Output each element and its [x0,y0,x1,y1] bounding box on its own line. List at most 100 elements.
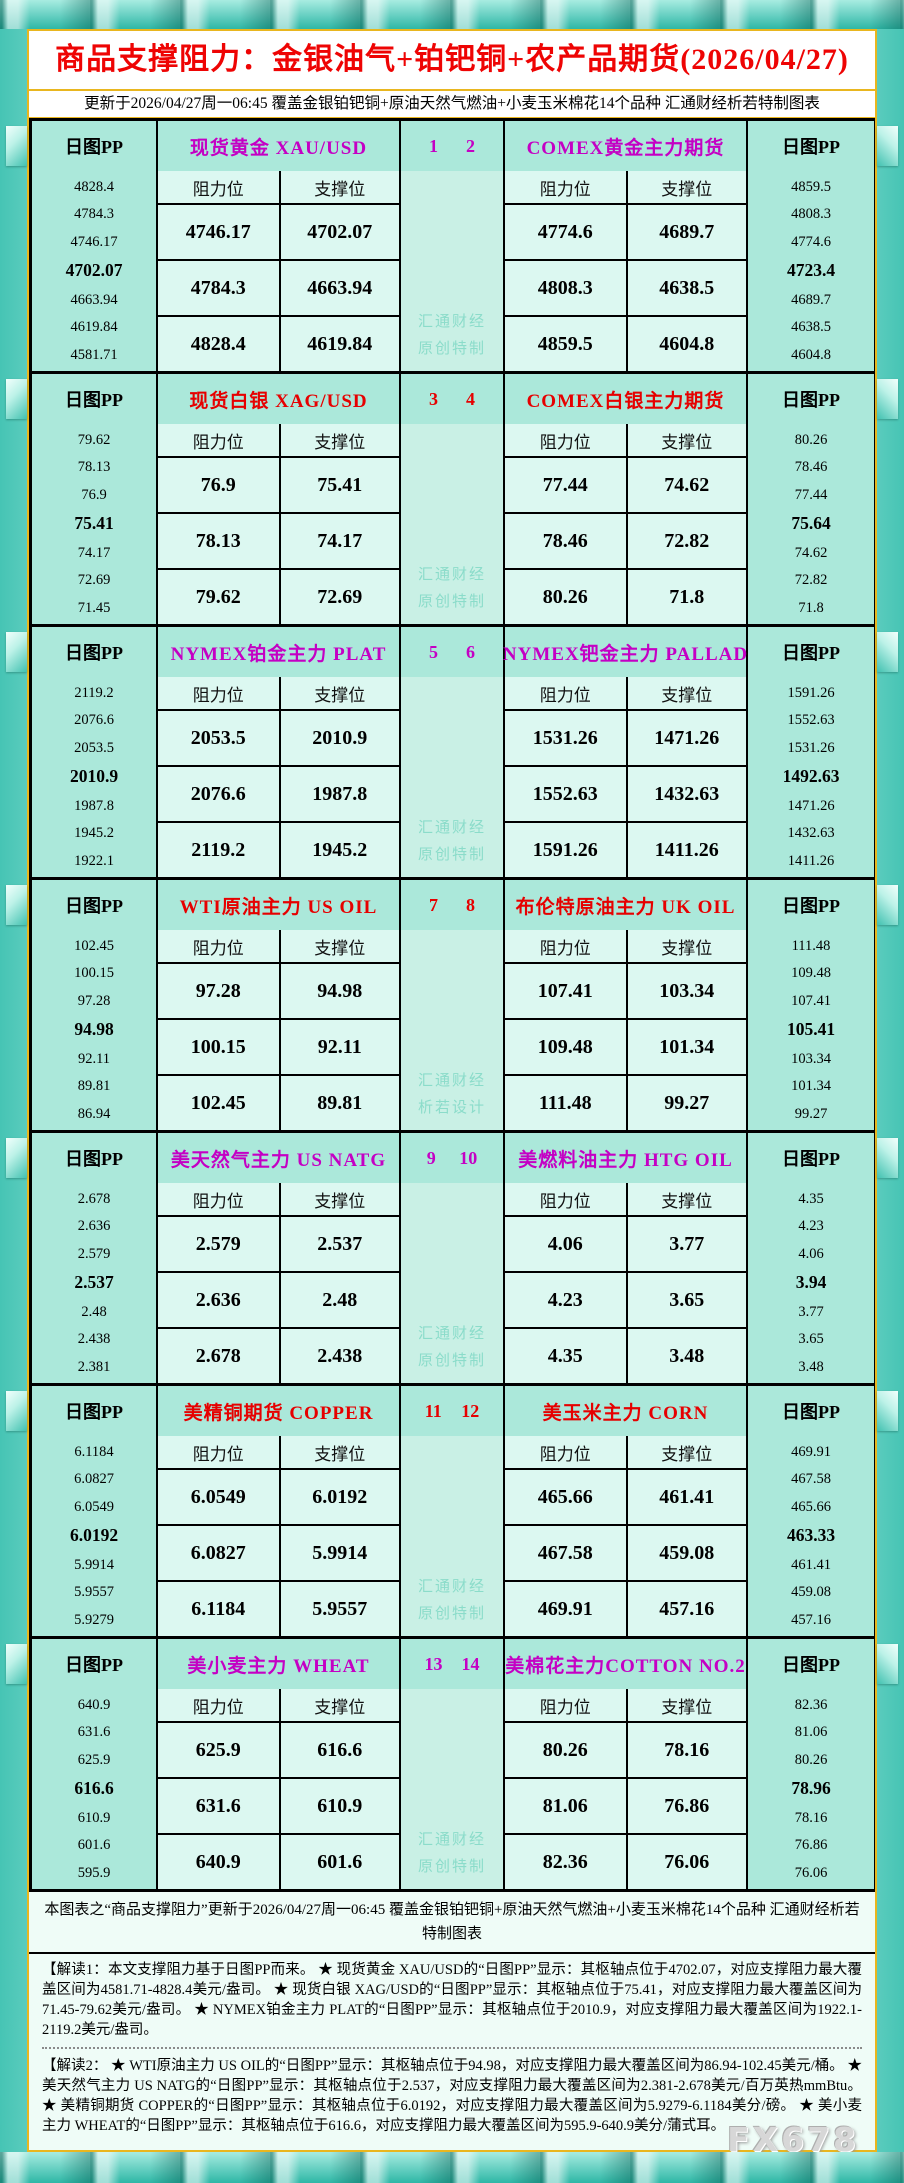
pp-value: 4689.7 [791,291,831,308]
instrument-name-left: WTI原油主力 US OIL [158,880,401,930]
pp-value: 6.0827 [74,1471,114,1488]
support-column-header: 支撑位 [625,424,747,456]
fx678-brand-watermark: FX678 [727,2120,859,2159]
resistance-column-header: 阻力位 [192,938,244,958]
watermark-line-2: 析若设计 [417,1100,486,1116]
levels-table-left: 阻力位 支撑位 2.579 2.537 2.636 2.48 2.678 2.438 [158,1183,401,1383]
pp-value: 81.06 [794,1724,828,1741]
commodity-section: 日图PP 现货黄金 XAU/USD 1 2 COMEX黄金主力期货 日图PP 4828.4 4… [6,121,898,374]
resistance-value: 4.06 [505,1215,626,1271]
pp-value: 1552.63 [787,712,835,729]
support-value: 461.41 [625,1468,746,1524]
watermark-line-1: 汇通财经 [417,820,486,836]
watermark-line-1: 汇通财经 [417,567,486,583]
support-value: 4663.94 [278,259,399,315]
pp-value: 4619.84 [70,319,118,336]
pp-value: 6.1184 [74,1443,114,1460]
support-value: 103.34 [625,962,746,1018]
pp-value: 77.44 [794,486,828,503]
pp-value: 4859.5 [791,178,831,195]
levels-table-right: 阻力位 支撑位 4.06 3.77 4.23 3.65 4.35 3.48 [505,1183,748,1383]
instrument-name-left: 美小麦主力 WHEAT [158,1639,401,1689]
support-value: 5.9914 [278,1524,399,1580]
support-value: 2010.9 [278,709,399,765]
pp-value: 2.678 [77,1190,111,1207]
pp-label-right: 日图PP [748,374,874,424]
pp-label-right: 日图PP [748,1639,874,1689]
commodity-section: 日图PP WTI原油主力 US OIL 7 8 布伦特原油主力 UK OIL 日图PP 10… [6,880,898,1133]
resistance-value: 6.0549 [158,1468,279,1524]
instrument-name-right: NYMEX钯金主力 PALLAD [503,627,748,677]
pp-value: 4.35 [798,1190,824,1207]
pp-value: 2.438 [77,1331,111,1348]
support-value: 601.6 [278,1833,399,1889]
pp-value: 4746.17 [70,233,118,250]
pp-value: 1922.1 [74,852,114,869]
support-value: 4702.07 [278,203,399,259]
resistance-value: 467.58 [505,1524,626,1580]
instrument-name-right: 布伦特原油主力 UK OIL [505,880,748,930]
resistance-value: 625.9 [158,1721,279,1777]
resistance-column-header: 阻力位 [192,685,244,705]
huitong-watermark: 汇通财经 原创特制 [401,1827,503,1881]
left-bevel-tab [6,1644,27,1684]
resistance-value: 2053.5 [158,709,279,765]
note-interpretation-2: 【解读2： ★ WTI原油主力 US OIL的“日图PP”显示：其枢轴点位于94… [42,2058,862,2134]
decorative-top-band [0,0,904,29]
pp-value: 74.62 [794,544,828,561]
pp-label-left: 日图PP [32,1133,158,1183]
resistance-value: 1591.26 [505,821,626,877]
resistance-value: 102.45 [158,1074,279,1130]
support-column-header: 支撑位 [278,171,400,203]
resistance-value: 4808.3 [505,259,626,315]
pp-value: 1471.26 [787,797,835,814]
resistance-column-header: 阻力位 [539,1191,591,1211]
huitong-watermark: 汇通财经 析若设计 [401,1068,503,1122]
watermark-line-2: 原创特制 [417,1353,486,1369]
levels-table-left: 阻力位 支撑位 4746.17 4702.07 4784.3 4663.94 4828.4 4… [158,171,401,371]
support-value: 78.16 [625,1721,746,1777]
section-number-right: 6 [466,641,475,662]
levels-table-left: 阻力位 支撑位 2053.5 2010.9 2076.6 1987.8 2119.2 1945… [158,677,401,877]
page-title: 商品支撑阻力：金银油气+铂钯铜+农产品期货(2026/04/27) [29,31,875,91]
huitong-watermark: 汇通财经 原创特制 [401,815,503,869]
note-interpretation-1: 【解读1：本文支撑阻力基于日图PP而来。 ★ 现货黄金 XAU/USD的“日图P… [42,1962,862,2038]
left-bevel-tab [6,885,27,925]
support-value: 76.06 [625,1833,746,1889]
resistance-value: 80.26 [505,568,626,624]
pp-label-right: 日图PP [748,880,874,930]
levels-table-right: 阻力位 支撑位 77.44 74.62 78.46 72.82 80.26 71.8 [505,424,748,624]
resistance-value: 77.44 [505,456,626,512]
notes-divider [42,2047,862,2049]
support-value: 4619.84 [278,315,399,371]
pivot-value: 3.94 [795,1272,827,1293]
pp-ladder-right: 82.36 81.06 80.26 78.96 78.16 76.86 76.06 [748,1689,874,1889]
pp-value: 2.636 [77,1218,111,1235]
right-bevel-tab [877,379,898,419]
center-watermark-cell: 汇通财经 原创特制 [401,171,505,371]
pp-value: 3.48 [798,1358,824,1375]
pp-ladder-left: 640.9 631.6 625.9 616.6 610.9 601.6 595.9 [32,1689,158,1889]
pp-value: 1411.26 [787,852,835,869]
pp-value: 109.48 [791,965,831,982]
section-numbers: 11 12 [401,1386,505,1436]
support-column-header: 支撑位 [625,1183,747,1215]
pp-value: 76.06 [794,1864,828,1881]
center-watermark-cell: 汇通财经 原创特制 [401,1436,505,1636]
pivot-value: 78.96 [791,1778,831,1799]
instrument-name-left: 现货黄金 XAU/USD [158,121,401,171]
resistance-value: 1552.63 [505,765,626,821]
support-value: 72.82 [625,512,746,568]
support-value: 1471.26 [625,709,746,765]
pp-value: 4638.5 [791,319,831,336]
support-value: 616.6 [278,1721,399,1777]
instrument-name-left: 美精铜期货 COPPER [158,1386,401,1436]
levels-table-left: 阻力位 支撑位 97.28 94.98 100.15 92.11 102.45 89.81 [158,930,401,1130]
pp-value: 76.86 [794,1837,828,1854]
support-value: 74.62 [625,456,746,512]
resistance-value: 4.35 [505,1327,626,1383]
pivot-value: 616.6 [74,1778,114,1799]
watermark-line-2: 原创特制 [417,1606,486,1622]
